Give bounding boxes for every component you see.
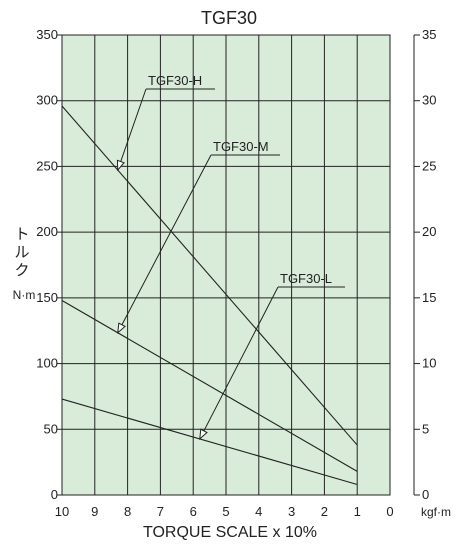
y-left-tick-label: 350	[36, 27, 58, 42]
y-axis-left-unit: N·m	[13, 288, 36, 302]
series-line	[61, 300, 358, 472]
y-right-tick-label: 15	[422, 290, 436, 305]
x-tick-label: 2	[321, 504, 328, 519]
y-left-tick-label: 300	[36, 93, 58, 108]
series-line	[61, 398, 358, 486]
x-tick-label: 4	[255, 504, 262, 519]
series-leader-line	[117, 154, 212, 333]
y-axis-right-unit: kgf·m	[421, 505, 451, 519]
series-label: TGF30-M	[213, 139, 269, 154]
x-axis-label: TORQUE SCALE x 10%	[143, 524, 317, 541]
x-tick-label: 7	[157, 504, 164, 519]
y-left-tick-label: 200	[36, 224, 58, 239]
series-leader-arrow	[116, 159, 125, 172]
y-axis-label-char: ク	[14, 262, 29, 279]
series-lines	[61, 105, 358, 486]
x-tick-label: 9	[91, 504, 98, 519]
x-tick-label: 8	[124, 504, 131, 519]
y-right-tick-label: 25	[422, 158, 436, 173]
y-right-tick-label: 30	[422, 93, 436, 108]
x-tick-label: 5	[222, 504, 229, 519]
y-left-tick-label: 0	[51, 487, 58, 502]
right-axis: 0 5 10 15 20 25 30 35	[413, 27, 436, 502]
series-leader-arrow	[117, 322, 126, 334]
x-tick-label: 3	[288, 504, 295, 519]
y-axis-label-char: ル	[14, 244, 29, 261]
y-right-tick-label: 10	[422, 356, 436, 371]
plot-frame	[61, 34, 391, 496]
y-right-tick-label: 0	[422, 487, 429, 502]
y-left-tick-label: 250	[36, 158, 58, 173]
grid	[62, 35, 390, 495]
x-tick-label: 6	[190, 504, 197, 519]
series-leader-line	[199, 286, 279, 440]
series-callouts: TGF30-H TGF30-M TGF30-L	[116, 73, 345, 441]
y-right-tick-label: 5	[422, 421, 429, 436]
series-line	[61, 105, 358, 446]
y-axis-label-char: ト	[14, 226, 29, 243]
y-right-tick-label: 35	[422, 27, 436, 42]
x-tick-label: 0	[386, 504, 393, 519]
chart-title: TGF30	[201, 8, 257, 28]
y-right-tick-label: 20	[422, 224, 436, 239]
x-tick-label: 1	[354, 504, 361, 519]
y-left-tick-label: 100	[36, 356, 58, 371]
series-leader-line	[117, 88, 147, 171]
x-tick-label: 10	[55, 504, 69, 519]
y-left-tick-label: 150	[36, 290, 58, 305]
y-left-tick-label: 50	[44, 421, 58, 436]
series-leader-arrow	[199, 428, 208, 441]
series-label: TGF30-L	[280, 271, 332, 286]
series-label: TGF30-H	[148, 73, 202, 88]
